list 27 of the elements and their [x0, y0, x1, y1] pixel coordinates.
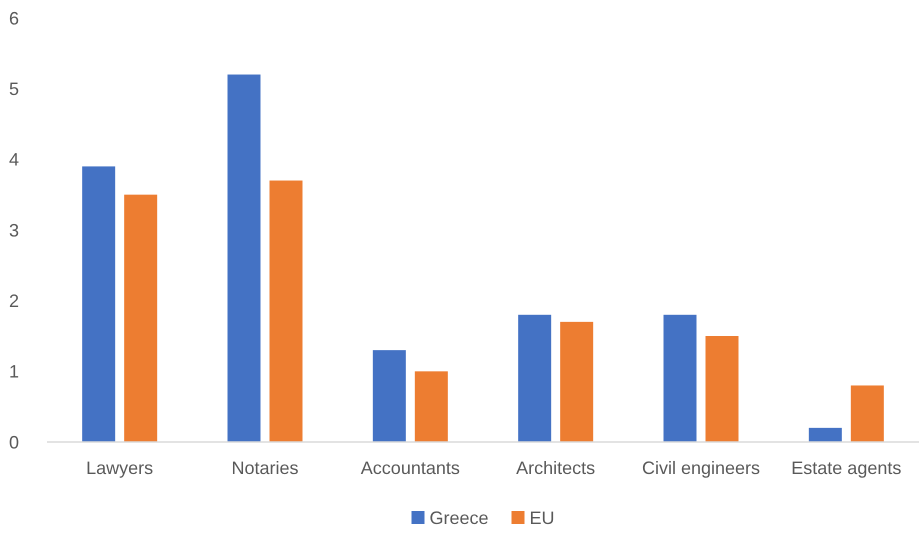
bar [270, 180, 302, 442]
bar [808, 428, 842, 442]
bar [372, 350, 406, 442]
legend-label: EU [530, 508, 555, 528]
bar [124, 194, 158, 442]
bar [228, 74, 260, 442]
y-tick-label: 4 [8, 150, 20, 170]
x-tick-label: Accountants [360, 458, 460, 478]
y-tick-label: 0 [8, 432, 20, 452]
y-tick-label: 5 [8, 78, 20, 99]
bar [518, 314, 552, 442]
bar [664, 314, 696, 442]
y-tick-label: 6 [8, 8, 20, 28]
y-tick-label: 1 [8, 362, 20, 382]
x-tick-label: Civil engineers [642, 458, 760, 478]
bar [706, 336, 738, 442]
x-tick-label: Architects [516, 458, 596, 478]
bar [82, 166, 116, 442]
x-tick-label: Estate agents [791, 458, 902, 478]
bar [850, 385, 884, 442]
bar [414, 371, 448, 442]
y-tick-label: 3 [8, 220, 20, 240]
legend-label: Greece [430, 508, 489, 528]
y-tick-label: 2 [8, 290, 20, 311]
x-tick-label: Lawyers [86, 458, 154, 478]
x-tick-label: Notaries [231, 458, 299, 478]
bar [560, 322, 594, 442]
